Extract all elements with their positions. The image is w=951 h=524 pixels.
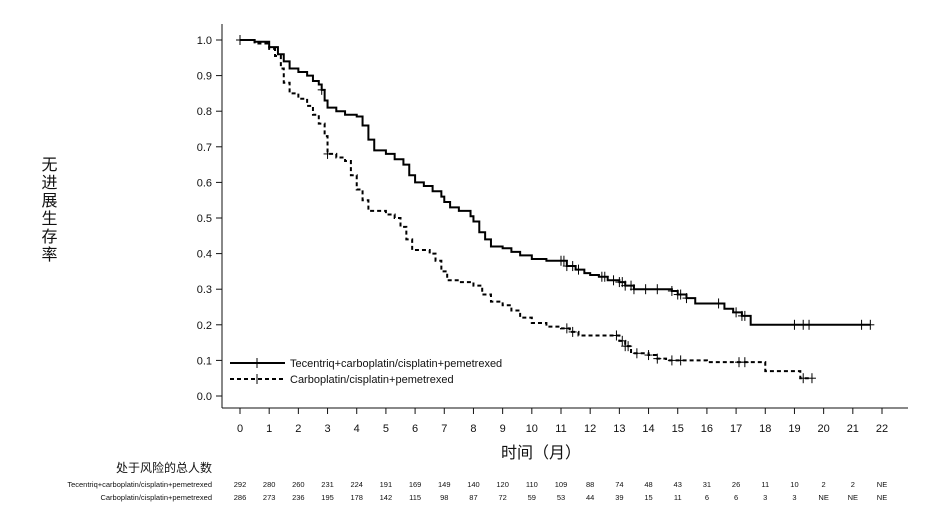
y-tick-label: 0.0 <box>197 391 212 403</box>
risk-value: 31 <box>703 480 711 489</box>
risk-value: 6 <box>705 493 709 502</box>
y-tick-label: 0.5 <box>197 213 212 225</box>
risk-value: 72 <box>498 493 506 502</box>
x-tick-label: 7 <box>441 423 447 435</box>
risk-value: 43 <box>674 480 682 489</box>
x-axis-title: 时间（月） <box>501 443 581 462</box>
risk-value: 140 <box>467 480 480 489</box>
risk-value: 292 <box>234 480 247 489</box>
y-tick-label: 0.3 <box>197 284 212 296</box>
risk-value: 10 <box>790 480 798 489</box>
x-tick-label: 4 <box>354 423 360 435</box>
legend-label-1: Tecentriq+carboplatin/cisplatin+pemetrex… <box>290 358 502 370</box>
x-tick-label: 16 <box>701 423 713 435</box>
x-tick-label: 18 <box>759 423 771 435</box>
x-tick-label: 8 <box>470 423 476 435</box>
risk-value: NE <box>877 480 887 489</box>
x-tick-label: 1 <box>266 423 272 435</box>
risk-value: 53 <box>557 493 565 502</box>
x-tick-label: 0 <box>237 423 243 435</box>
risk-value: 6 <box>734 493 738 502</box>
x-tick-label: 21 <box>847 423 859 435</box>
x-tick-label: 12 <box>584 423 596 435</box>
legend-label-2: Carboplatin/cisplatin+pemetrexed <box>290 374 454 386</box>
x-tick-label: 14 <box>642 423 654 435</box>
y-tick-label: 0.1 <box>197 355 212 367</box>
y-tick-label: 0.2 <box>197 320 212 332</box>
risk-value: 195 <box>321 493 334 502</box>
risk-value: 236 <box>292 493 305 502</box>
risk-value: 2 <box>851 480 855 489</box>
risk-value: NE <box>877 493 887 502</box>
series-line-1 <box>240 39 871 326</box>
risk-value: 169 <box>409 480 422 489</box>
risk-value: 273 <box>263 493 276 502</box>
y-ticks: 0.0 0.1 0.2 0.3 0.4 0.5 0.6 0.7 0.8 0.9 1.0 <box>197 35 222 403</box>
y-tick-label: 0.7 <box>197 142 212 154</box>
risk-values: 292 280 260 231 224 191 169 149 140 120 110 109 88 74… <box>234 480 887 502</box>
series-layer <box>236 35 875 384</box>
x-tick-label: 6 <box>412 423 418 435</box>
y-tick-label: 0.6 <box>197 177 212 189</box>
risk-value: 142 <box>380 493 393 502</box>
x-tick-label: 2 <box>295 423 301 435</box>
risk-value: 98 <box>440 493 448 502</box>
risk-value: 109 <box>555 480 568 489</box>
risk-row-label-2: Carboplatin/cisplatin+pemetrexed <box>100 493 212 502</box>
risk-value: 149 <box>438 480 451 489</box>
risk-value: 74 <box>615 480 623 489</box>
x-tick-label: 19 <box>788 423 800 435</box>
x-tick-label: 10 <box>526 423 538 435</box>
risk-value: 15 <box>644 493 652 502</box>
y-axis-title: 无进展生存率 <box>39 156 58 264</box>
risk-value: 3 <box>763 493 767 502</box>
x-tick-label: 13 <box>613 423 625 435</box>
x-tick-label: 3 <box>324 423 330 435</box>
x-tick-label: 22 <box>876 423 888 435</box>
x-tick-label: 17 <box>730 423 742 435</box>
risk-value: 87 <box>469 493 477 502</box>
y-tick-label: 0.8 <box>197 106 212 118</box>
risk-value: 3 <box>792 493 796 502</box>
risk-value: 39 <box>615 493 623 502</box>
risk-value: NE <box>848 493 858 502</box>
x-tick-label: 15 <box>672 423 684 435</box>
x-ticks: 0 1 2 3 4 5 6 7 8 9 10 11 12 13 14 15 16 17 18 19 20 21 22 <box>237 408 888 435</box>
risk-value: 286 <box>234 493 247 502</box>
risk-value: 191 <box>380 480 393 489</box>
risk-value: NE <box>818 493 828 502</box>
risk-value: 110 <box>526 480 538 489</box>
x-tick-label: 5 <box>383 423 389 435</box>
risk-value: 48 <box>644 480 652 489</box>
risk-value: 260 <box>292 480 305 489</box>
x-tick-label: 11 <box>555 423 566 435</box>
y-tick-label: 1.0 <box>197 35 212 47</box>
x-tick-label: 20 <box>818 423 830 435</box>
legend: Tecentriq+carboplatin/cisplatin+pemetrex… <box>230 358 502 386</box>
risk-value: 44 <box>586 493 594 502</box>
y-tick-label: 0.4 <box>197 249 212 261</box>
risk-row-label-1: Tecentriq+carboplatin/cisplatin+pemetrex… <box>67 480 212 489</box>
series-line-2 <box>240 39 812 380</box>
risk-value: 120 <box>496 480 509 489</box>
risk-value: 231 <box>321 480 334 489</box>
x-tick-label: 9 <box>500 423 506 435</box>
risk-value: 178 <box>350 493 363 502</box>
risk-value: 59 <box>528 493 536 502</box>
risk-value: 2 <box>822 480 826 489</box>
risk-value: 88 <box>586 480 594 489</box>
risk-value: 115 <box>409 493 421 502</box>
risk-value: 11 <box>761 480 769 489</box>
risk-value: 224 <box>350 480 363 489</box>
risk-value: 11 <box>674 493 682 502</box>
y-tick-label: 0.9 <box>197 71 212 83</box>
risk-value: 280 <box>263 480 276 489</box>
risk-table-title: 处于风险的总人数 <box>116 460 212 475</box>
risk-value: 26 <box>732 480 740 489</box>
